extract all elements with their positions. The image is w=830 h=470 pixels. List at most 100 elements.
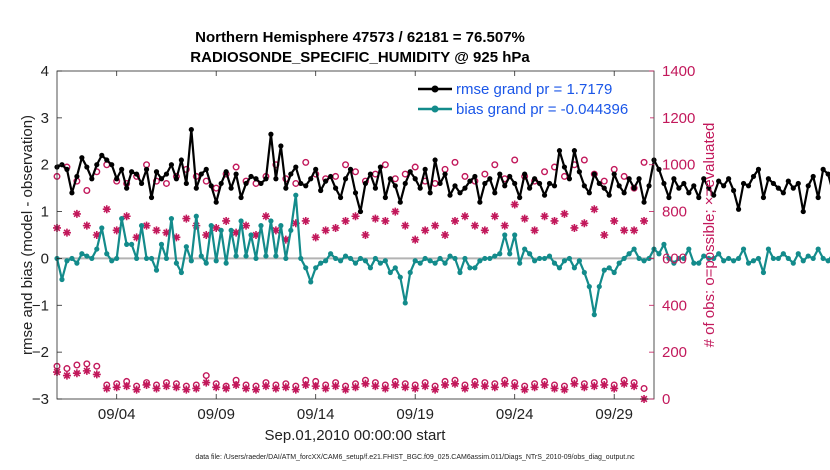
obs-evaluated-point bbox=[242, 384, 251, 393]
obs-evaluated-point bbox=[520, 214, 529, 223]
series-point bbox=[303, 265, 309, 271]
series-point bbox=[502, 183, 508, 189]
obs-possible-point bbox=[451, 158, 459, 166]
series-point bbox=[218, 227, 224, 233]
y-left-tick-label: −1 bbox=[32, 297, 49, 314]
series-point bbox=[477, 258, 483, 264]
legend: rmse grand pr = 1.7179 bias grand pr = -… bbox=[412, 76, 650, 120]
obs-evaluated-point bbox=[301, 216, 310, 225]
series-line bbox=[55, 194, 830, 316]
obs-evaluated-point bbox=[321, 384, 330, 393]
series-point bbox=[532, 176, 538, 182]
obs-evaluated-point bbox=[620, 226, 629, 235]
series-point bbox=[99, 225, 105, 231]
series-point bbox=[342, 176, 349, 182]
obs-evaluated-point bbox=[232, 228, 241, 237]
obs-evaluated-point bbox=[460, 212, 469, 221]
obs-possible-point bbox=[541, 168, 549, 176]
series-point bbox=[69, 255, 75, 262]
obs-possible-point bbox=[381, 161, 389, 169]
legend-bias-label: bias grand pr = -0.044396 bbox=[456, 101, 628, 118]
series-point bbox=[631, 246, 637, 252]
series-point bbox=[273, 253, 279, 259]
series-point bbox=[636, 255, 642, 262]
series-point bbox=[173, 176, 179, 182]
series-point bbox=[208, 223, 214, 229]
series-point bbox=[492, 190, 498, 196]
series-point bbox=[731, 187, 737, 194]
series-point bbox=[412, 176, 418, 182]
series-point bbox=[586, 283, 592, 290]
series-point bbox=[591, 171, 597, 177]
series-point bbox=[188, 126, 194, 133]
series-point bbox=[556, 148, 563, 154]
series-point bbox=[104, 251, 110, 257]
series-point bbox=[770, 180, 777, 187]
series-point bbox=[825, 258, 830, 264]
chart-subtitle: RADIOSONDE_SPECIFIC_HUMIDITY @ 925 hPa bbox=[190, 49, 530, 66]
obs-evaluated-point bbox=[182, 385, 191, 394]
series-point bbox=[442, 171, 448, 177]
series-point bbox=[785, 255, 791, 262]
series-point bbox=[352, 190, 359, 196]
x-axis: 09/04 09/09 09/14 09/19 09/24 09/29 bbox=[98, 71, 633, 423]
series-point bbox=[502, 232, 508, 238]
series-point bbox=[735, 255, 742, 262]
x-tick-label: 09/09 bbox=[197, 406, 235, 423]
series-point bbox=[536, 180, 543, 187]
series-point bbox=[328, 173, 334, 180]
series-layer bbox=[53, 126, 830, 403]
series-point bbox=[114, 176, 120, 182]
obs-evaluated-point bbox=[470, 380, 479, 389]
obs-evaluated-point bbox=[351, 383, 360, 392]
series-point bbox=[143, 255, 150, 262]
series-point bbox=[158, 241, 165, 247]
series-point bbox=[735, 206, 742, 212]
obs-evaluated-point bbox=[291, 219, 300, 228]
obs-possible-point bbox=[83, 186, 91, 194]
series-point bbox=[372, 185, 378, 191]
obs-possible-point bbox=[630, 184, 638, 192]
obs-evaluated-point bbox=[590, 382, 599, 391]
series-point bbox=[163, 171, 170, 177]
obs-evaluated-point bbox=[261, 382, 270, 391]
series-point bbox=[447, 253, 453, 259]
series-point bbox=[805, 183, 811, 189]
series-point bbox=[760, 269, 767, 276]
obs-possible-point bbox=[232, 163, 240, 171]
obs-evaluated-point bbox=[331, 223, 340, 232]
obs-evaluated-point bbox=[212, 383, 221, 392]
series-point bbox=[273, 176, 279, 182]
obs-evaluated-point bbox=[301, 380, 310, 389]
obs-evaluated-point bbox=[72, 209, 81, 218]
y-right-tick-label: 1000 bbox=[662, 157, 695, 174]
obs-evaluated-point bbox=[610, 384, 619, 393]
obs-evaluated-point bbox=[102, 384, 111, 393]
series-point bbox=[193, 185, 199, 191]
obs-evaluated-point bbox=[102, 205, 111, 214]
series-point bbox=[288, 171, 294, 177]
series-point bbox=[561, 164, 568, 170]
series-point bbox=[158, 176, 165, 182]
series-point bbox=[755, 166, 762, 172]
series-point bbox=[248, 232, 254, 238]
series-point bbox=[407, 169, 413, 175]
series-point bbox=[422, 255, 428, 262]
series-point bbox=[138, 180, 145, 187]
series-point bbox=[168, 216, 175, 222]
series-point bbox=[293, 164, 299, 170]
series-point bbox=[213, 258, 219, 264]
obs-evaluated-point bbox=[182, 214, 191, 223]
y-left-tick-label: 3 bbox=[41, 110, 49, 127]
series-point bbox=[621, 255, 627, 262]
obs-evaluated-point bbox=[550, 384, 559, 393]
series-point bbox=[691, 260, 697, 266]
series-point bbox=[432, 157, 438, 163]
series-point bbox=[760, 194, 767, 201]
obs-evaluated-point bbox=[62, 371, 71, 380]
series-point bbox=[337, 258, 344, 264]
x-tick-label: 09/29 bbox=[595, 406, 633, 423]
series-point bbox=[696, 260, 702, 266]
series-point bbox=[119, 216, 125, 222]
